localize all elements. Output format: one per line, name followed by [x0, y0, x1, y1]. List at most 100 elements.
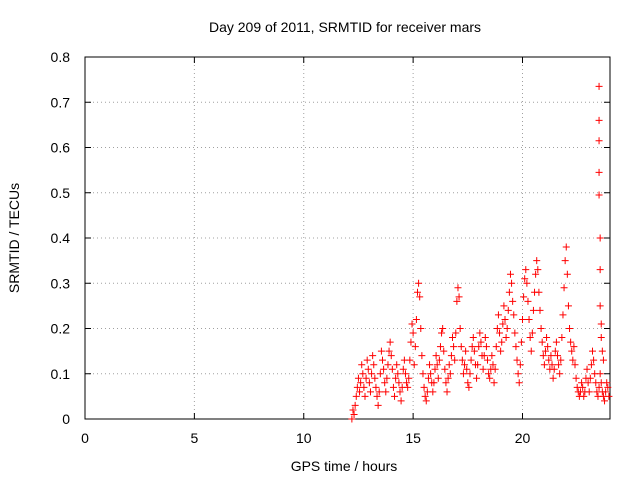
y-tick-label: 0.3 — [51, 275, 71, 291]
data-point — [411, 343, 419, 351]
data-point — [559, 311, 567, 319]
data-point — [467, 356, 475, 364]
data-point — [604, 383, 612, 391]
data-point — [383, 374, 391, 382]
data-point — [417, 325, 425, 332]
y-tick-label: 0.2 — [51, 321, 71, 337]
data-point — [578, 379, 586, 387]
y-tick-label: 0.8 — [51, 49, 71, 65]
x-axis-label: GPS time / hours — [291, 458, 398, 474]
data-point — [389, 383, 397, 391]
data-point — [409, 329, 417, 337]
data-point — [528, 329, 536, 337]
data-point — [468, 343, 476, 351]
data-point — [479, 365, 487, 373]
data-point — [489, 361, 497, 369]
data-point — [422, 397, 430, 405]
data-point — [491, 365, 499, 373]
data-point — [477, 338, 485, 346]
axis-ticks: 0 0.1 0.2 0.3 0.4 0.5 0.6 0.7 0.8 0 5 10 15 20 — [51, 49, 610, 446]
data-point — [420, 383, 428, 391]
data-point — [452, 329, 460, 337]
data-point — [427, 370, 435, 378]
data-point — [459, 370, 467, 378]
data-point — [552, 338, 560, 346]
data-point — [519, 315, 526, 323]
data-point — [352, 392, 360, 400]
data-point — [434, 374, 442, 382]
data-point — [524, 297, 532, 305]
data-point — [602, 388, 610, 396]
data-point — [586, 374, 594, 382]
x-tick-label: 15 — [405, 430, 421, 446]
data-point — [523, 279, 531, 287]
data-point — [579, 383, 587, 391]
data-point — [596, 234, 604, 242]
data-point — [596, 370, 604, 378]
data-point — [601, 397, 609, 405]
data-point — [562, 243, 570, 251]
data-point — [376, 370, 384, 378]
data-point — [359, 370, 367, 378]
data-point — [605, 392, 613, 400]
data-point — [558, 334, 566, 342]
data-point — [366, 388, 374, 396]
data-point — [396, 388, 404, 396]
data-point — [349, 406, 357, 414]
data-point — [432, 352, 440, 360]
data-point — [595, 137, 603, 145]
data-point — [595, 191, 603, 199]
data-point — [393, 361, 401, 369]
x-tick-label: 0 — [81, 430, 89, 446]
data-point — [484, 356, 491, 364]
data-point — [466, 370, 474, 378]
data-point — [596, 266, 604, 274]
data-point — [405, 374, 413, 382]
data-point — [382, 388, 390, 396]
data-point — [379, 356, 386, 364]
data-point — [494, 311, 502, 319]
data-point — [595, 116, 603, 124]
data-point — [358, 361, 366, 369]
data-point — [481, 334, 489, 342]
data-point — [370, 361, 378, 369]
data-point — [444, 374, 452, 382]
data-point — [445, 361, 453, 369]
data-point — [516, 361, 524, 369]
data-point — [512, 343, 520, 351]
data-point — [597, 320, 605, 328]
data-point — [416, 293, 424, 301]
data-point — [544, 343, 552, 351]
data-point — [408, 320, 416, 328]
data-point — [503, 325, 511, 332]
data-point — [374, 401, 382, 409]
data-point — [475, 343, 483, 351]
data-point — [556, 370, 564, 378]
data-point — [587, 361, 595, 369]
data-point — [536, 306, 544, 314]
data-point — [551, 347, 559, 355]
data-point — [450, 343, 458, 351]
data-point — [566, 325, 574, 332]
data-point — [442, 379, 450, 387]
y-tick-label: 0 — [62, 411, 70, 427]
data-point — [498, 338, 506, 346]
data-point — [550, 365, 558, 373]
data-point — [514, 370, 522, 378]
data-point — [506, 270, 514, 278]
data-point — [440, 347, 448, 355]
data-point — [372, 383, 380, 391]
data-point — [543, 334, 551, 342]
data-point — [567, 338, 575, 346]
data-point — [529, 306, 537, 314]
data-point — [421, 392, 429, 400]
data-point — [500, 302, 508, 310]
data-point — [424, 374, 432, 382]
data-point — [443, 388, 451, 396]
data-point — [462, 347, 470, 355]
data-point — [554, 352, 561, 360]
data-point — [395, 379, 403, 387]
data-point — [522, 266, 530, 274]
data-point — [496, 329, 504, 337]
